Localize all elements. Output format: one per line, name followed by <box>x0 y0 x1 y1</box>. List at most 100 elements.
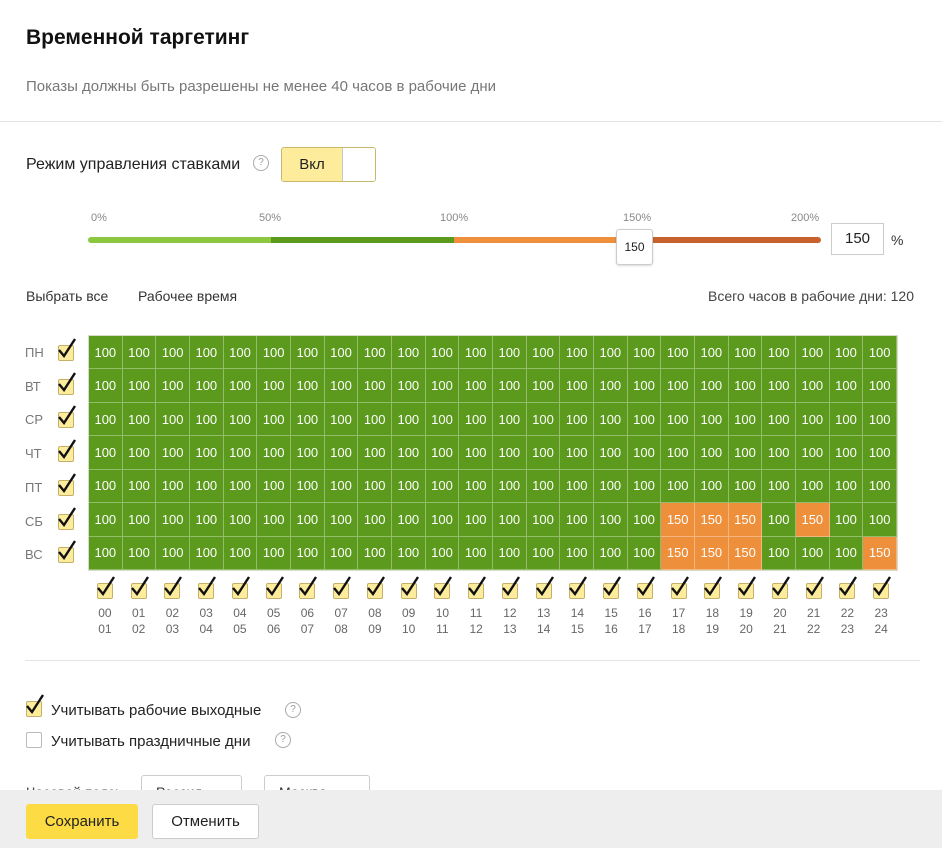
hour-checkbox[interactable] <box>164 576 183 599</box>
schedule-cell[interactable]: 100 <box>358 369 392 403</box>
schedule-cell[interactable]: 100 <box>728 369 763 403</box>
schedule-cell[interactable]: 100 <box>190 402 224 437</box>
hour-checkbox[interactable] <box>130 576 149 599</box>
schedule-cell[interactable]: 100 <box>425 503 460 537</box>
hour-checkbox[interactable] <box>569 576 588 599</box>
schedule-cell[interactable]: 100 <box>627 503 662 537</box>
schedule-cell[interactable]: 100 <box>829 503 864 537</box>
schedule-cell[interactable]: 100 <box>560 469 594 504</box>
schedule-cell[interactable]: 100 <box>392 469 426 504</box>
schedule-cell[interactable]: 100 <box>762 536 796 570</box>
schedule-cell[interactable]: 100 <box>493 503 527 537</box>
schedule-cell[interactable]: 100 <box>661 469 695 504</box>
hour-checkbox[interactable] <box>771 576 790 599</box>
schedule-cell[interactable]: 100 <box>324 336 359 370</box>
hour-checkbox[interactable] <box>265 576 284 599</box>
schedule-cell[interactable]: 100 <box>459 503 493 537</box>
working-weekends-label[interactable]: Учитывать рабочие выходные <box>51 702 262 719</box>
slider-track-light-green[interactable] <box>88 237 271 243</box>
day-checkbox[interactable] <box>58 338 77 361</box>
schedule-cell[interactable]: 100 <box>459 536 493 570</box>
schedule-cell[interactable]: 100 <box>796 369 830 403</box>
hour-checkbox[interactable] <box>704 576 723 599</box>
hour-checkbox[interactable] <box>400 576 419 599</box>
schedule-cell[interactable]: 100 <box>493 402 527 437</box>
schedule-cell[interactable]: 100 <box>291 402 325 437</box>
schedule-cell[interactable]: 100 <box>291 369 325 403</box>
schedule-cell[interactable]: 100 <box>560 336 594 370</box>
schedule-cell[interactable]: 100 <box>526 503 561 537</box>
schedule-cell[interactable]: 100 <box>291 436 325 470</box>
schedule-cell[interactable]: 150 <box>661 503 695 537</box>
schedule-cell[interactable]: 100 <box>661 402 695 437</box>
day-checkbox[interactable] <box>58 540 77 564</box>
hour-checkbox[interactable] <box>535 576 554 599</box>
schedule-cell[interactable]: 100 <box>829 469 864 504</box>
schedule-cell[interactable]: 100 <box>627 369 662 403</box>
schedule-cell[interactable]: 100 <box>728 469 763 504</box>
schedule-cell[interactable]: 100 <box>392 503 426 537</box>
schedule-cell[interactable]: 100 <box>223 369 258 403</box>
schedule-cell[interactable]: 100 <box>324 402 359 437</box>
schedule-cell[interactable]: 100 <box>89 503 123 537</box>
cancel-button[interactable]: Отменить <box>152 804 259 839</box>
schedule-cell[interactable]: 100 <box>89 336 123 370</box>
schedule-cell[interactable]: 100 <box>190 436 224 470</box>
schedule-cell[interactable]: 100 <box>358 469 392 504</box>
schedule-cell[interactable]: 100 <box>762 402 796 437</box>
hour-checkbox[interactable] <box>299 576 318 599</box>
hour-checkbox[interactable] <box>805 576 824 599</box>
schedule-cell[interactable]: 100 <box>425 402 460 437</box>
schedule-cell[interactable]: 100 <box>122 436 157 470</box>
schedule-cell[interactable]: 100 <box>156 436 190 470</box>
day-checkbox[interactable] <box>58 439 77 463</box>
hour-checkbox[interactable] <box>468 576 487 599</box>
schedule-cell[interactable]: 100 <box>661 336 695 370</box>
schedule-cell[interactable]: 100 <box>526 469 561 504</box>
day-checkbox[interactable] <box>58 405 77 429</box>
bid-mode-toggle[interactable]: Вкл <box>281 147 376 182</box>
help-icon[interactable]: ? <box>275 732 291 748</box>
schedule-cell[interactable]: 150 <box>796 503 830 537</box>
hour-checkbox[interactable] <box>96 576 115 599</box>
working-weekends-checkbox[interactable] <box>26 694 45 717</box>
schedule-cell[interactable]: 100 <box>156 336 190 370</box>
help-icon[interactable]: ? <box>285 702 301 718</box>
schedule-cell[interactable]: 100 <box>762 436 796 470</box>
schedule-cell[interactable]: 100 <box>796 436 830 470</box>
schedule-cell[interactable]: 100 <box>493 436 527 470</box>
day-checkbox[interactable] <box>58 473 77 496</box>
hour-checkbox[interactable] <box>333 576 352 599</box>
schedule-cell[interactable]: 100 <box>526 369 561 403</box>
schedule-cell[interactable]: 100 <box>560 503 594 537</box>
schedule-cell[interactable]: 150 <box>728 536 763 570</box>
schedule-cell[interactable]: 100 <box>358 436 392 470</box>
schedule-cell[interactable]: 100 <box>762 469 796 504</box>
save-button[interactable]: Сохранить <box>26 804 138 839</box>
hour-checkbox[interactable] <box>670 576 689 599</box>
schedule-cell[interactable]: 100 <box>863 469 897 504</box>
select-all-link[interactable]: Выбрать все <box>26 288 109 304</box>
schedule-cell[interactable]: 100 <box>358 536 392 570</box>
schedule-cell[interactable]: 100 <box>796 536 830 570</box>
schedule-cell[interactable]: 100 <box>223 336 258 370</box>
schedule-cell[interactable]: 100 <box>796 402 830 437</box>
schedule-cell[interactable]: 100 <box>560 402 594 437</box>
schedule-cell[interactable]: 100 <box>796 336 830 370</box>
schedule-cell[interactable]: 100 <box>156 369 190 403</box>
schedule-cell[interactable]: 100 <box>661 369 695 403</box>
schedule-cell[interactable]: 100 <box>223 436 258 470</box>
work-time-link[interactable]: Рабочее время <box>138 288 238 304</box>
schedule-cell[interactable]: 100 <box>358 402 392 437</box>
schedule-cell[interactable]: 100 <box>425 336 460 370</box>
holidays-label[interactable]: Учитывать праздничные дни <box>51 733 251 750</box>
schedule-cell[interactable]: 100 <box>122 503 157 537</box>
hour-checkbox[interactable] <box>738 576 757 599</box>
schedule-cell[interactable]: 100 <box>526 436 561 470</box>
schedule-cell[interactable]: 100 <box>156 469 190 504</box>
schedule-cell[interactable]: 100 <box>493 369 527 403</box>
hour-checkbox[interactable] <box>198 576 217 599</box>
schedule-cell[interactable]: 100 <box>493 536 527 570</box>
schedule-cell[interactable]: 100 <box>257 469 291 504</box>
schedule-cell[interactable]: 100 <box>425 469 460 504</box>
